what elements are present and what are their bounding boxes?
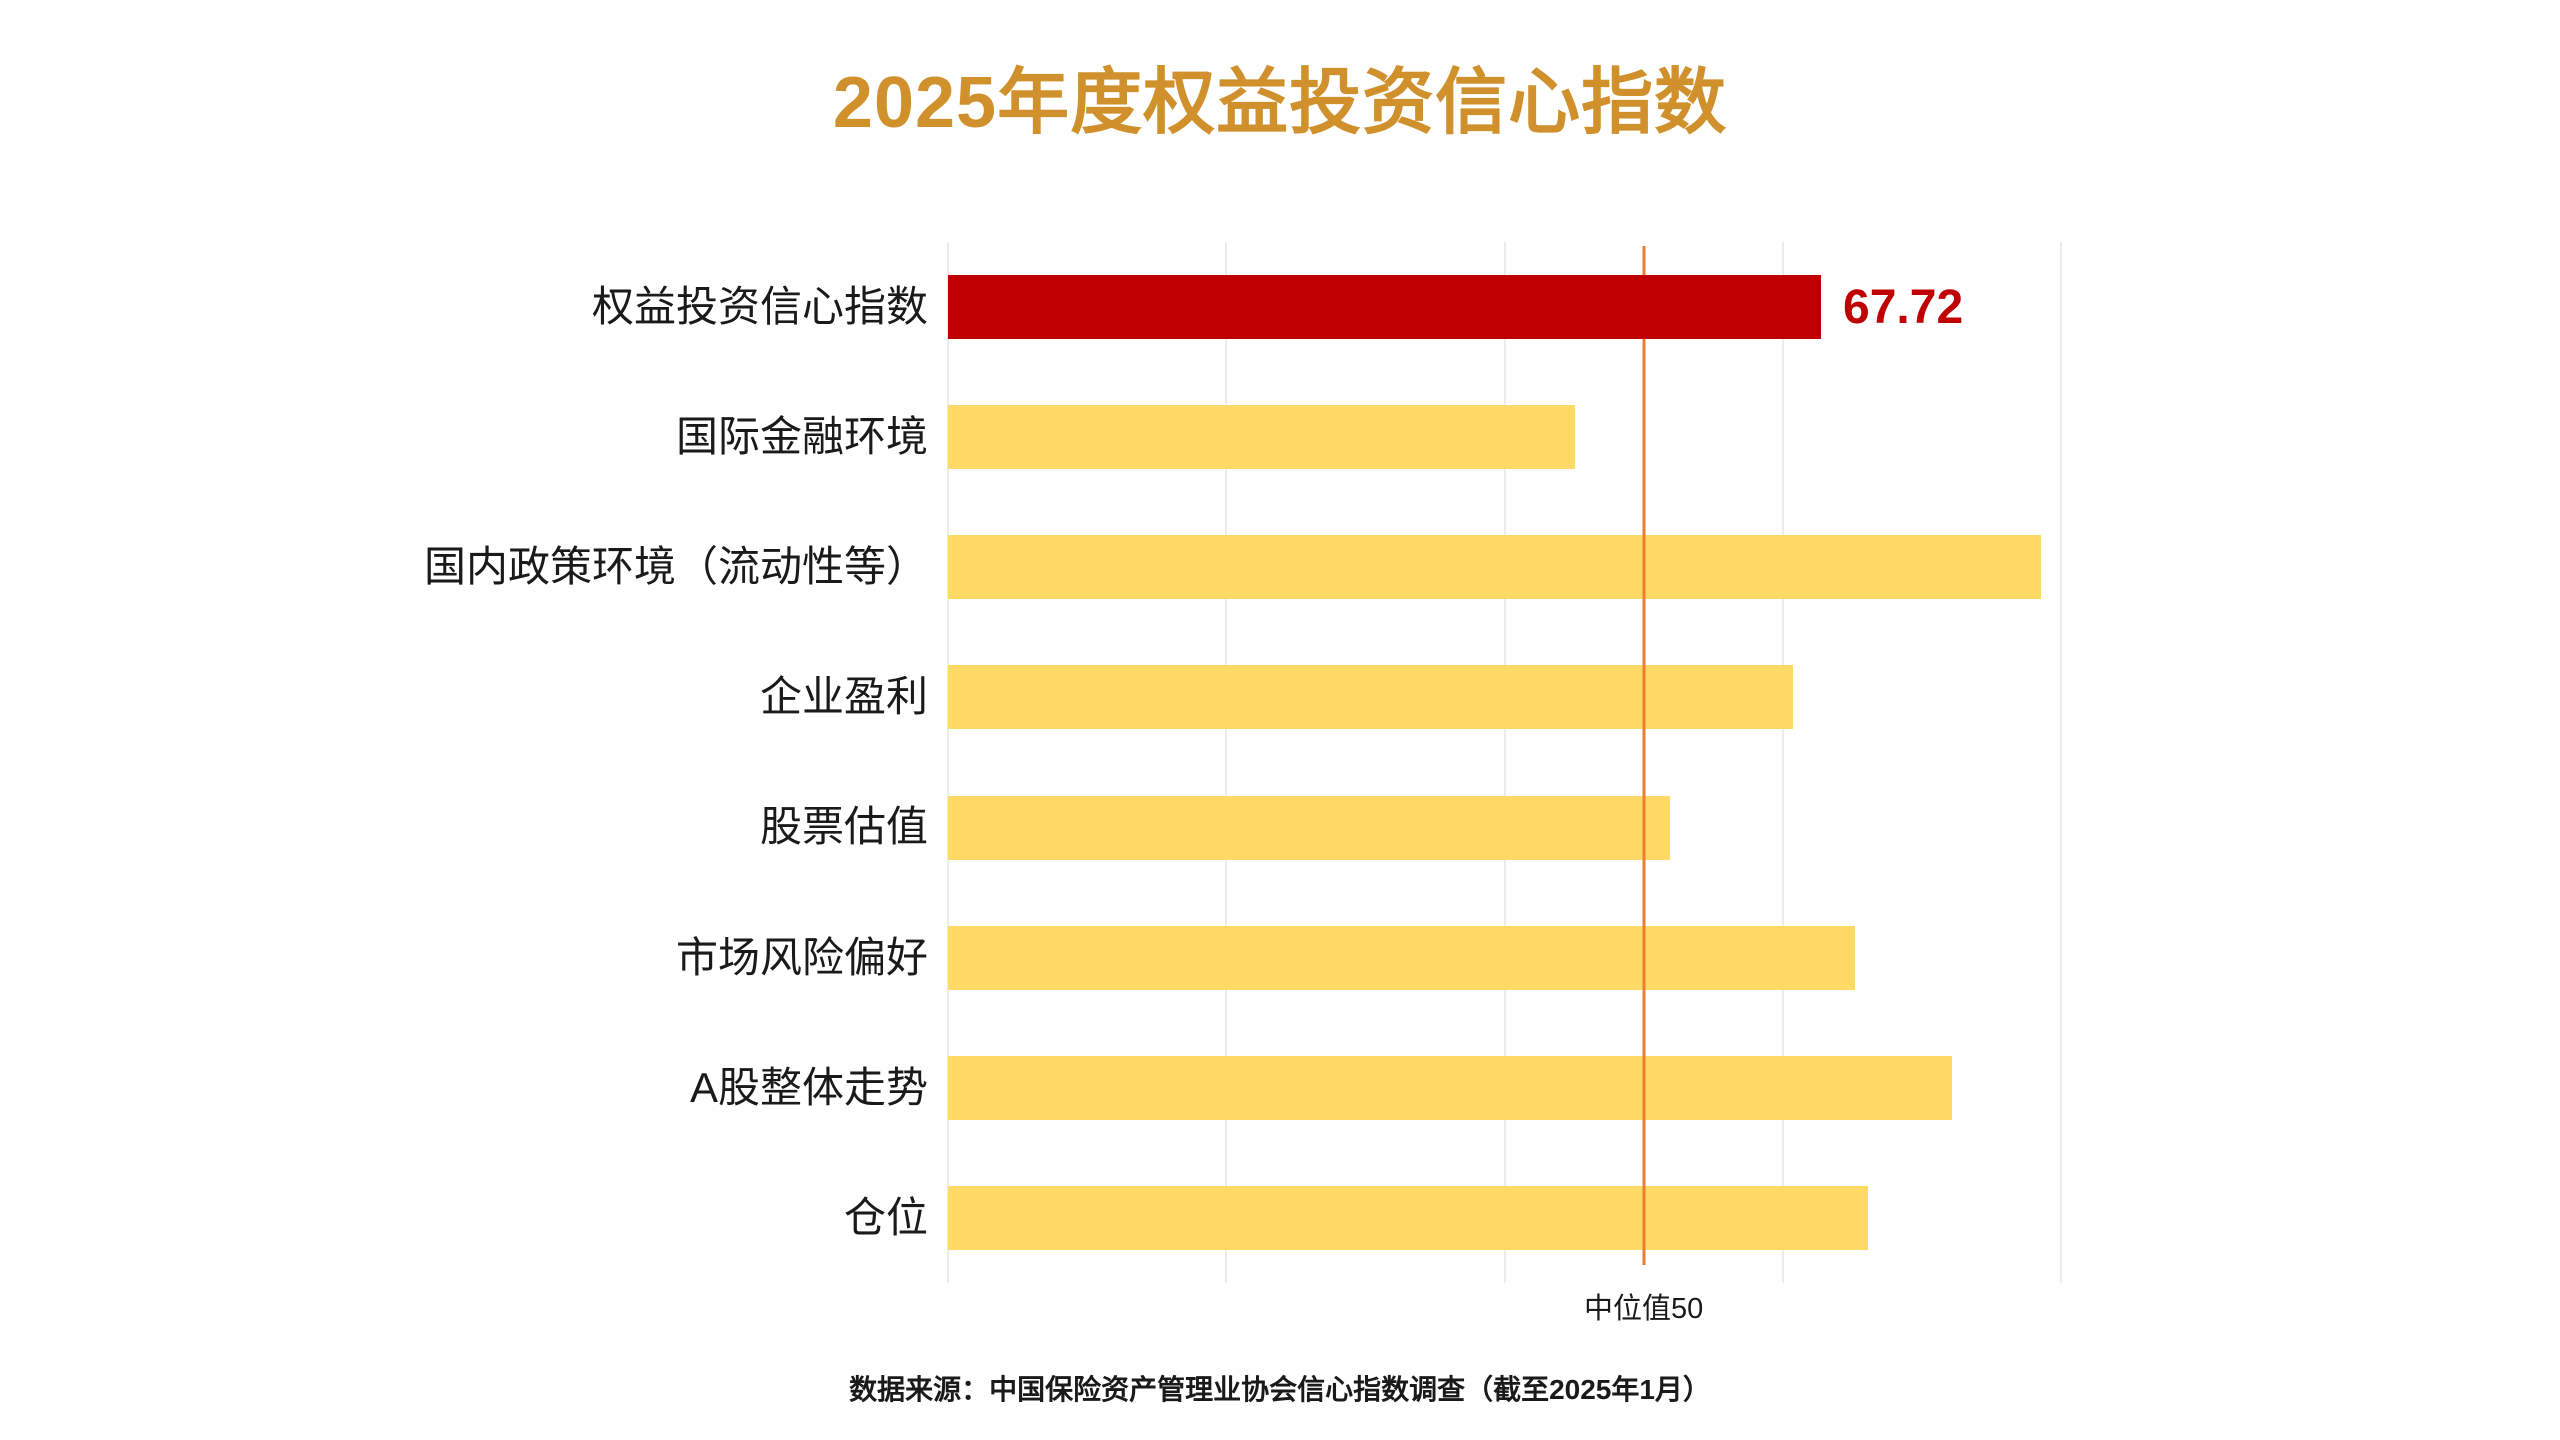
chart-row: 市场风险偏好 bbox=[0, 893, 2061, 1023]
chart-row: 企业盈利 bbox=[0, 632, 2061, 762]
gridline-60 bbox=[1781, 242, 1784, 1283]
chart-row: 仓位 bbox=[0, 1153, 2061, 1283]
highlight-bar-权益投资信心指数 bbox=[948, 275, 1822, 340]
category-label: 市场风险偏好 bbox=[675, 933, 928, 981]
bar-track bbox=[948, 893, 2061, 1023]
bar-track bbox=[948, 763, 2061, 893]
source-note: 数据来源：中国保险资产管理业协会信心指数调查（截至2025年1月） bbox=[849, 1374, 1711, 1405]
median-reference-line bbox=[1642, 246, 1646, 1265]
bar-市场风险偏好 bbox=[948, 925, 1855, 990]
category-label: 国际金融环境 bbox=[675, 413, 928, 461]
median-reference-label: 中位值50 bbox=[1583, 1293, 1704, 1325]
chart-row: 国际金融环境 bbox=[0, 372, 2061, 502]
bar-国际金融环境 bbox=[948, 405, 1575, 470]
chart-row: 国内政策环境（流动性等） bbox=[0, 502, 2061, 632]
bar-track bbox=[948, 632, 2061, 762]
bar-value-label: 67.72 bbox=[1843, 280, 1964, 334]
category-label: 国内政策环境（流动性等） bbox=[423, 543, 928, 591]
chart-row: 股票估值 bbox=[0, 763, 2061, 893]
bar-track bbox=[948, 1153, 2061, 1283]
bar-chart: 中位值50 权益投资信心指数 67.72 国际金融环境国内政策环境（流动性等） 企业盈… bbox=[0, 242, 2062, 1325]
category-label: 仓位 bbox=[843, 1193, 928, 1241]
category-label: 股票估值 bbox=[759, 803, 928, 851]
bar-track bbox=[948, 1023, 2061, 1153]
bar-股票估值 bbox=[948, 795, 1670, 860]
bar-track: 67.72 bbox=[948, 242, 2061, 372]
gridline-40 bbox=[1503, 242, 1506, 1283]
chart-title: 2025年度权益投资信心指数 bbox=[832, 63, 1728, 143]
category-label: 权益投资信心指数 bbox=[591, 282, 928, 330]
gridline-80 bbox=[2060, 242, 2062, 1283]
category-label: 企业盈利 bbox=[759, 673, 928, 721]
chart-row: A股整体走势 bbox=[0, 1023, 2061, 1153]
gridline-0 bbox=[947, 242, 949, 1283]
bar-track bbox=[948, 502, 2061, 632]
bar-国内政策环境（流动性等） bbox=[948, 535, 2041, 600]
bar-rows: 权益投资信心指数 67.72 国际金融环境国内政策环境（流动性等） 企业盈利股票估值市… bbox=[0, 242, 2061, 1283]
category-label: A股整体走势 bbox=[689, 1063, 928, 1111]
bar-A股整体走势 bbox=[948, 1055, 1953, 1120]
chart-row: 权益投资信心指数 67.72 bbox=[0, 242, 2061, 372]
plot-area: 中位值50 bbox=[947, 242, 2062, 1325]
bar-仓位 bbox=[948, 1185, 1868, 1250]
gridline-20 bbox=[1225, 242, 1228, 1283]
bar-track bbox=[948, 372, 2061, 502]
bar-企业盈利 bbox=[948, 665, 1793, 730]
